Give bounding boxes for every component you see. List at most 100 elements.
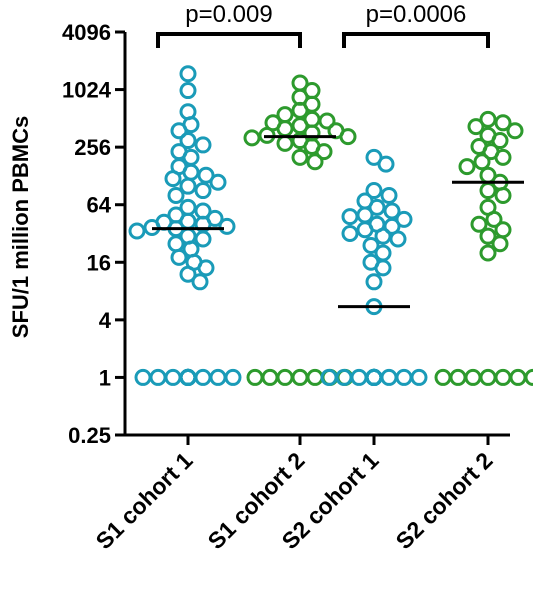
y-tick-label: 256 xyxy=(74,135,111,160)
data-point xyxy=(494,114,512,132)
y-tick-label: 16 xyxy=(87,250,111,275)
data-point xyxy=(395,210,413,228)
data-point xyxy=(449,368,467,386)
data-point xyxy=(506,122,524,140)
data-point xyxy=(194,368,212,386)
data-point xyxy=(318,112,336,130)
median-lines xyxy=(152,135,524,309)
y-axis-label: SFU/1 million PBMCs xyxy=(8,116,33,338)
data-point xyxy=(380,186,398,204)
data-point xyxy=(306,368,324,386)
data-point xyxy=(218,217,236,235)
data-point xyxy=(365,182,383,200)
data-point xyxy=(339,128,357,146)
data-point xyxy=(494,148,512,166)
data-point xyxy=(341,208,359,226)
x-tick-label: S2 cohort 2 xyxy=(391,447,498,554)
data-point xyxy=(458,158,476,176)
data-point xyxy=(380,368,398,386)
data-point xyxy=(209,368,227,386)
data-point xyxy=(362,236,380,254)
y-tick-label: 1 xyxy=(99,365,111,390)
data-point xyxy=(479,368,497,386)
data-point xyxy=(276,120,294,138)
data-point xyxy=(479,227,497,245)
data-point xyxy=(320,368,338,386)
data-point xyxy=(149,368,167,386)
data-point xyxy=(509,368,527,386)
data-point xyxy=(134,368,152,386)
data-point xyxy=(164,368,182,386)
data-point xyxy=(464,368,482,386)
data-point xyxy=(209,173,227,191)
significance-bracket xyxy=(342,32,490,48)
data-point xyxy=(224,368,242,386)
data-point xyxy=(306,153,324,171)
data-point xyxy=(179,132,197,150)
data-point xyxy=(479,244,497,262)
y-tick-label: 1024 xyxy=(62,78,112,103)
data-point xyxy=(485,210,503,228)
data-point xyxy=(473,153,491,171)
data-point xyxy=(395,368,413,386)
data-point xyxy=(197,166,215,184)
data-point xyxy=(170,248,188,266)
data-points xyxy=(128,65,533,386)
data-point xyxy=(491,235,509,253)
data-point xyxy=(291,368,309,386)
data-point xyxy=(170,122,188,140)
data-point xyxy=(494,368,512,386)
data-point xyxy=(470,215,488,233)
data-point xyxy=(494,186,512,204)
data-point xyxy=(167,235,185,253)
y-tick-label: 4096 xyxy=(62,20,111,45)
data-point xyxy=(179,82,197,100)
data-point xyxy=(276,134,294,152)
data-point xyxy=(368,198,386,216)
data-point xyxy=(164,170,182,188)
data-point xyxy=(197,259,215,277)
data-point xyxy=(276,368,294,386)
data-point xyxy=(389,230,407,248)
data-point xyxy=(179,177,197,195)
data-point xyxy=(365,368,383,386)
data-point xyxy=(167,186,185,204)
significance-bracket xyxy=(156,32,302,48)
y-tick-label: 64 xyxy=(87,193,112,218)
y-tick-label: 4 xyxy=(99,308,112,333)
data-point xyxy=(315,143,333,161)
data-point xyxy=(434,368,452,386)
data-point xyxy=(491,132,509,150)
data-point xyxy=(479,182,497,200)
p-value-label: p=0.009 xyxy=(185,1,272,28)
x-tick-label: S1 cohort 1 xyxy=(91,447,198,554)
data-point xyxy=(194,182,212,200)
significance-brackets: p=0.009 p=0.0006 xyxy=(156,1,490,48)
data-point xyxy=(341,225,359,242)
data-point xyxy=(191,273,209,291)
data-point xyxy=(194,230,212,248)
data-point xyxy=(524,368,533,386)
p-value-label: p=0.0006 xyxy=(366,1,467,28)
data-point xyxy=(350,368,368,386)
data-point xyxy=(377,155,395,173)
data-point xyxy=(356,221,374,239)
data-point xyxy=(179,65,197,83)
data-point xyxy=(243,129,261,147)
data-point xyxy=(494,221,512,239)
data-point xyxy=(410,368,428,386)
data-point xyxy=(179,368,197,386)
data-point xyxy=(374,259,392,277)
data-point xyxy=(479,110,497,128)
y-tick-label: 0.25 xyxy=(68,423,111,448)
data-point xyxy=(182,163,200,181)
data-point xyxy=(467,118,485,136)
data-point xyxy=(291,148,309,166)
data-point xyxy=(246,368,264,386)
data-point xyxy=(261,368,279,386)
data-point xyxy=(128,222,146,240)
data-point xyxy=(179,265,197,283)
data-point xyxy=(194,136,212,154)
